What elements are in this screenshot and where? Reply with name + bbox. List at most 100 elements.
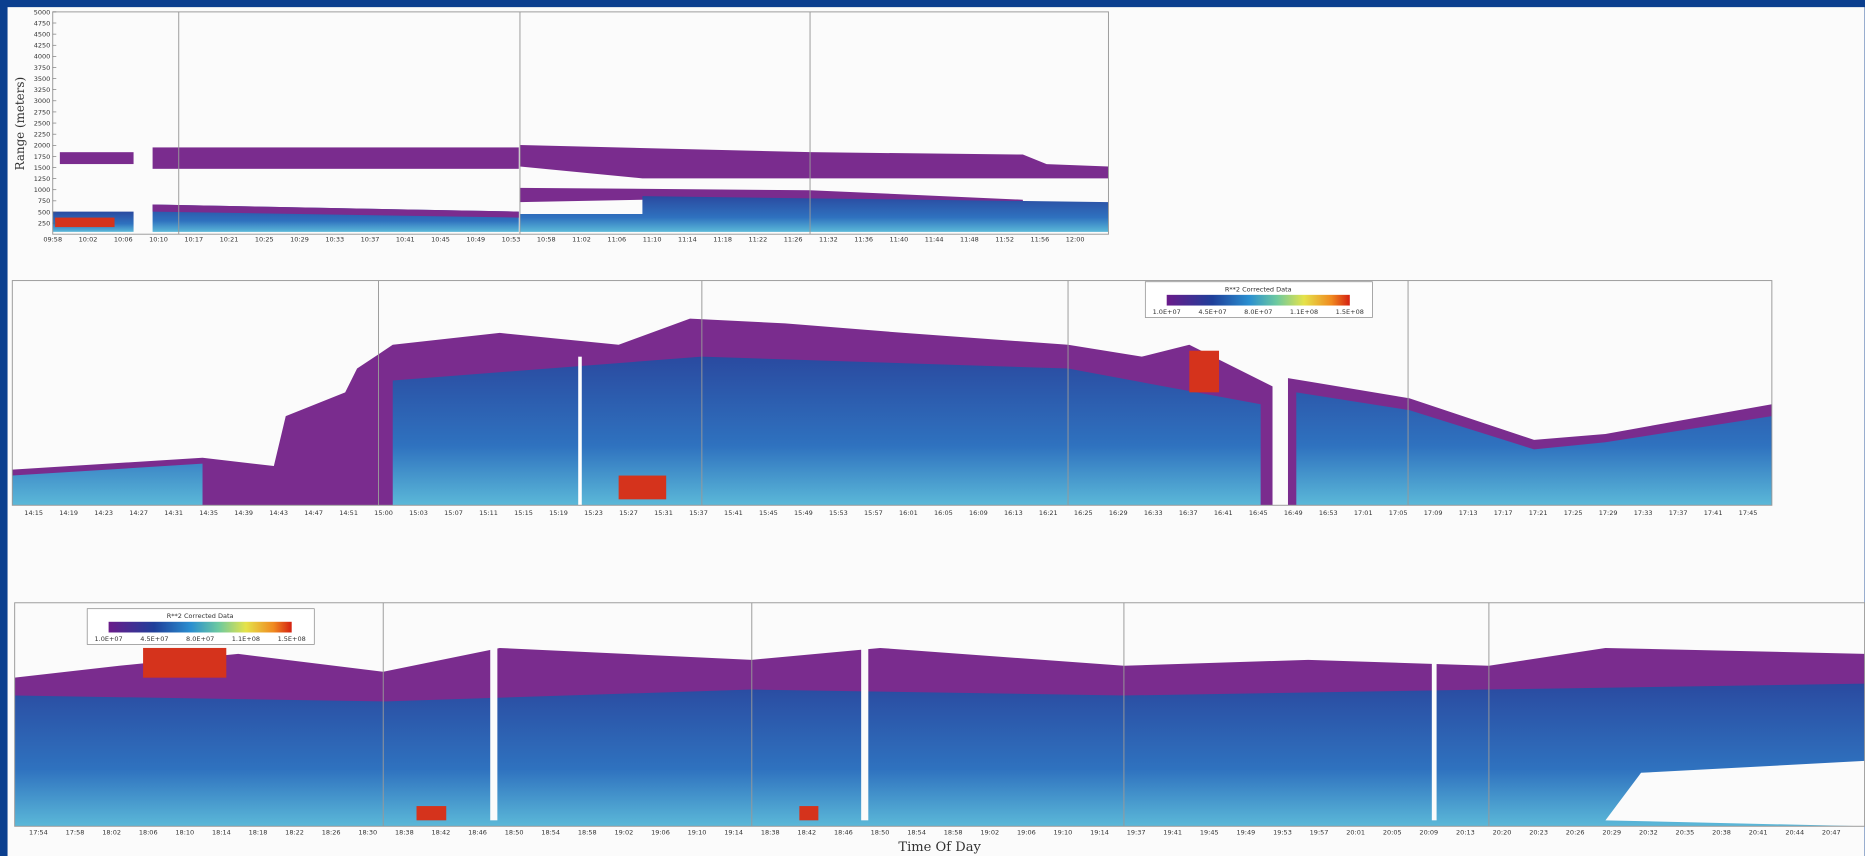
- time-label: 16:45: [1249, 509, 1268, 517]
- time-label: 11:36: [854, 235, 873, 243]
- time-label: 20:09: [1419, 829, 1438, 837]
- time-label: 18:54: [541, 829, 560, 837]
- time-label: 10:49: [466, 235, 485, 243]
- time-label: 20:47: [1822, 829, 1841, 837]
- y-tick-label: 2000: [34, 142, 51, 150]
- time-label: 17:21: [1529, 509, 1548, 517]
- time-label: 18:46: [834, 829, 853, 837]
- y-tick-label: 3000: [34, 97, 51, 105]
- time-label: 16:29: [1109, 509, 1128, 517]
- time-label: 18:50: [505, 829, 524, 837]
- time-label: 17:29: [1599, 509, 1618, 517]
- time-label: 11:10: [643, 235, 662, 243]
- y-tick-label: 1750: [34, 153, 51, 161]
- time-label: 10:53: [502, 235, 521, 243]
- time-label: 11:06: [607, 235, 626, 243]
- time-label: 18:26: [322, 829, 341, 837]
- time-label: 18:06: [139, 829, 158, 837]
- colorbar-label: 4.5E+07: [140, 635, 168, 643]
- legend-title: R**2 Corrected Data: [167, 612, 234, 620]
- time-label: 11:48: [960, 235, 979, 243]
- time-label: 14:31: [164, 509, 183, 517]
- time-label: 20:38: [1712, 829, 1731, 837]
- time-label: 16:41: [1214, 509, 1233, 517]
- time-label: 11:44: [925, 235, 944, 243]
- time-label: 18:42: [797, 829, 816, 837]
- y-axis-label: Range (meters): [13, 77, 27, 170]
- time-label: 14:39: [234, 509, 253, 517]
- colorbar-label: 8.0E+07: [186, 635, 214, 643]
- time-label: 11:14: [678, 235, 697, 243]
- time-label: 15:53: [829, 509, 848, 517]
- time-label: 19:06: [651, 829, 670, 837]
- time-label: 11:26: [784, 235, 803, 243]
- time-label: 18:58: [578, 829, 597, 837]
- time-label: 20:35: [1676, 829, 1695, 837]
- time-label: 18:50: [871, 829, 890, 837]
- colorbar-label: 8.0E+07: [1244, 308, 1272, 316]
- time-label: 17:54: [29, 829, 48, 837]
- time-label: 10:37: [361, 235, 380, 243]
- y-tick-label: 250: [38, 219, 50, 227]
- time-label: 18:58: [944, 829, 963, 837]
- time-label: 11:02: [572, 235, 591, 243]
- time-label: 19:14: [724, 829, 743, 837]
- time-label: 19:10: [1054, 829, 1073, 837]
- time-label: 19:57: [1310, 829, 1329, 837]
- time-label: 16:33: [1144, 509, 1163, 517]
- time-label: 20:29: [1602, 829, 1621, 837]
- colorbar-label: 1.0E+07: [94, 635, 122, 643]
- time-label: 15:37: [689, 509, 708, 517]
- time-label: 15:00: [374, 509, 393, 517]
- time-label: 15:41: [724, 509, 743, 517]
- y-tick-label: 3250: [34, 86, 51, 94]
- time-label: 17:33: [1634, 509, 1653, 517]
- time-label: 15:15: [514, 509, 533, 517]
- time-label: 10:29: [290, 235, 309, 243]
- time-label: 16:37: [1179, 509, 1198, 517]
- colorbar-label: 1.5E+08: [1336, 308, 1364, 316]
- time-label: 20:20: [1493, 829, 1512, 837]
- time-label: 15:07: [444, 509, 463, 517]
- time-label: 18:30: [358, 829, 377, 837]
- time-label: 10:45: [431, 235, 450, 243]
- time-label: 10:02: [79, 235, 98, 243]
- time-label: 10:41: [396, 235, 415, 243]
- y-tick-label: 4000: [34, 53, 51, 61]
- time-label: 11:22: [748, 235, 767, 243]
- time-label: 11:56: [1031, 235, 1050, 243]
- time-label: 16:21: [1039, 509, 1058, 517]
- time-label: 15:19: [549, 509, 568, 517]
- time-label: 19:10: [688, 829, 707, 837]
- time-label: 14:19: [59, 509, 78, 517]
- time-label: 10:33: [325, 235, 344, 243]
- row3-image: [15, 642, 1865, 826]
- time-label: 16:01: [899, 509, 918, 517]
- colorbar-label: 1.1E+08: [232, 635, 260, 643]
- time-label: 17:05: [1389, 509, 1408, 517]
- time-label: 16:05: [934, 509, 953, 517]
- y-tick-label: 1000: [34, 186, 51, 194]
- legend-title: R**2 Corrected Data: [1225, 285, 1292, 293]
- time-label: 20:23: [1529, 829, 1548, 837]
- time-label: 20:05: [1383, 829, 1402, 837]
- y-tick-label: 750: [38, 197, 50, 205]
- time-label: 14:27: [129, 509, 148, 517]
- time-label: 16:49: [1284, 509, 1303, 517]
- time-label: 17:13: [1459, 509, 1478, 517]
- time-label: 10:10: [149, 235, 168, 243]
- time-label: 10:58: [537, 235, 556, 243]
- time-label: 17:09: [1424, 509, 1443, 517]
- time-label: 17:25: [1564, 509, 1583, 517]
- time-label: 20:13: [1456, 829, 1475, 837]
- time-label: 18:18: [249, 829, 268, 837]
- time-label: 19:49: [1236, 829, 1255, 837]
- y-tick-label: 3500: [34, 75, 51, 83]
- time-label: 14:15: [24, 509, 43, 517]
- time-label: 14:51: [339, 509, 358, 517]
- time-label: 14:47: [304, 509, 323, 517]
- time-label: 20:01: [1346, 829, 1365, 837]
- colorbar: [1167, 295, 1350, 306]
- time-label: 20:32: [1639, 829, 1658, 837]
- time-label: 15:03: [409, 509, 428, 517]
